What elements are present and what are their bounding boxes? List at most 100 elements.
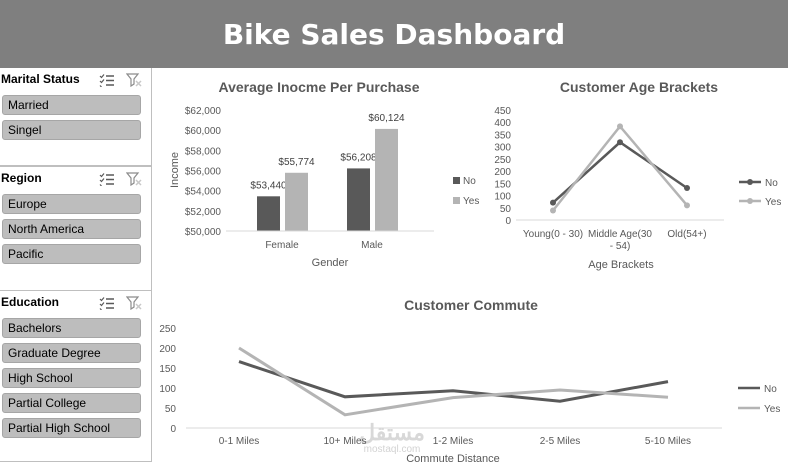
x-axis-label: Gender bbox=[312, 257, 349, 269]
slicer-title: Marital Status bbox=[1, 72, 80, 86]
x-axis-label: Commute Distance bbox=[406, 453, 500, 464]
series-line bbox=[552, 140, 688, 204]
slicer-education: Education Bachelors Graduate Degree High… bbox=[0, 290, 152, 462]
y-tick-label: $50,000 bbox=[185, 227, 222, 238]
slicer-item-partial-high-school[interactable]: Partial High School bbox=[2, 418, 141, 438]
series-line bbox=[238, 360, 669, 403]
slicer-item-bachelors[interactable]: Bachelors bbox=[2, 318, 141, 338]
data-label: $56,208 bbox=[340, 152, 377, 163]
bar bbox=[347, 168, 370, 231]
y-tick-label: 200 bbox=[159, 344, 176, 355]
x-tick-label: Middle Age(30- 54) bbox=[588, 229, 652, 252]
x-axis-label: Age Brackets bbox=[588, 259, 654, 271]
slicer-item-married[interactable]: Married bbox=[2, 95, 141, 115]
data-label: $55,774 bbox=[278, 157, 315, 168]
slicer-header: Education bbox=[0, 291, 151, 315]
multi-select-icon[interactable] bbox=[99, 172, 115, 186]
legend-swatch bbox=[453, 197, 460, 204]
watermark-brand: مستقل bbox=[359, 420, 425, 445]
income-chart: Average Inocme Per Purchase $50,000 $52,0… bbox=[169, 79, 479, 269]
clear-filter-icon[interactable] bbox=[126, 73, 142, 87]
legend-marker bbox=[747, 198, 753, 204]
commute-chart: Customer Commute 0 50 100 150 200 250 0-1 Mile… bbox=[159, 297, 780, 464]
bar bbox=[375, 128, 398, 231]
y-tick-label: 350 bbox=[494, 130, 511, 141]
chart-title: Customer Commute bbox=[404, 297, 538, 313]
series-line bbox=[552, 124, 688, 212]
legend-label: Yes bbox=[463, 196, 479, 207]
slicer-item-pacific[interactable]: Pacific bbox=[2, 244, 141, 264]
x-tick-label: Old(54+) bbox=[667, 229, 706, 240]
legend-label: Yes bbox=[764, 404, 780, 415]
bar bbox=[285, 172, 308, 231]
x-tick-label: 2-5 Miles bbox=[540, 436, 581, 447]
data-point bbox=[684, 184, 690, 191]
multi-select-icon[interactable] bbox=[99, 296, 115, 310]
y-tick-label: $56,000 bbox=[185, 167, 222, 178]
y-tick-label: 300 bbox=[494, 143, 511, 154]
slicer-marital-status: Marital Status Married Singel bbox=[0, 68, 152, 166]
y-tick-label: $62,000 bbox=[185, 106, 222, 117]
x-tick-label: 10+ Miles bbox=[323, 436, 366, 447]
dashboard-header: Bike Sales Dashboard bbox=[0, 0, 788, 68]
x-tick-label: Female bbox=[265, 240, 299, 251]
bar bbox=[257, 196, 280, 231]
y-tick-label: $60,000 bbox=[185, 126, 222, 137]
watermark-domain: mostaql.com bbox=[364, 444, 421, 455]
y-tick-label: 100 bbox=[494, 192, 511, 203]
y-tick-label: 200 bbox=[494, 167, 511, 178]
data-label: $53,440 bbox=[250, 180, 287, 191]
multi-select-icon[interactable] bbox=[99, 73, 115, 87]
y-tick-label: 450 bbox=[494, 106, 511, 117]
y-tick-label: 50 bbox=[165, 404, 177, 415]
y-tick-label: 0 bbox=[170, 424, 176, 435]
slicer-item-europe[interactable]: Europe bbox=[2, 194, 141, 214]
y-tick-label: 250 bbox=[494, 155, 511, 166]
x-tick-label: 0-1 Miles bbox=[219, 436, 260, 447]
legend-marker bbox=[747, 179, 753, 185]
y-tick-label: 50 bbox=[500, 204, 512, 215]
y-tick-label: 150 bbox=[494, 179, 511, 190]
data-label: $60,124 bbox=[368, 113, 405, 124]
clear-filter-icon[interactable] bbox=[126, 172, 142, 186]
y-axis-label: Income bbox=[169, 152, 181, 188]
legend-label: No bbox=[765, 178, 778, 189]
data-point bbox=[617, 123, 623, 130]
slicer-header: Region bbox=[0, 167, 151, 191]
slicer-title: Education bbox=[1, 295, 60, 309]
y-tick-label: $52,000 bbox=[185, 207, 222, 218]
x-tick-label: 1-2 Miles bbox=[433, 436, 474, 447]
legend-label: No bbox=[764, 384, 777, 395]
y-tick-label: $54,000 bbox=[185, 187, 222, 198]
slicer-item-partial-college[interactable]: Partial College bbox=[2, 393, 141, 413]
y-tick-label: 400 bbox=[494, 118, 511, 129]
legend-label: Yes bbox=[765, 197, 781, 208]
y-tick-label: $58,000 bbox=[185, 146, 222, 157]
legend-label: No bbox=[463, 176, 476, 187]
clear-filter-icon[interactable] bbox=[126, 296, 142, 310]
legend-swatch bbox=[453, 177, 460, 184]
series-line bbox=[238, 346, 669, 417]
slicer-item-north-america[interactable]: North America bbox=[2, 219, 141, 239]
chart-title: Customer Age Brackets bbox=[560, 79, 718, 95]
y-tick-label: 250 bbox=[159, 324, 176, 335]
data-point bbox=[550, 199, 556, 206]
y-tick-label: 0 bbox=[505, 216, 511, 227]
slicer-region: Region Europe North America Pacific bbox=[0, 166, 152, 291]
slicer-header: Marital Status bbox=[0, 68, 151, 92]
data-point bbox=[617, 139, 623, 146]
y-tick-label: 150 bbox=[159, 364, 176, 375]
slicer-item-singel[interactable]: Singel bbox=[2, 120, 141, 140]
slicer-item-graduate-degree[interactable]: Graduate Degree bbox=[2, 343, 141, 363]
chart-title: Average Inocme Per Purchase bbox=[218, 79, 419, 95]
y-tick-label: 100 bbox=[159, 384, 176, 395]
data-point bbox=[550, 207, 556, 214]
x-tick-label: Young(0 - 30) bbox=[523, 229, 583, 240]
x-tick-label: 5-10 Miles bbox=[645, 436, 691, 447]
slicer-title: Region bbox=[1, 171, 42, 185]
data-point bbox=[684, 202, 690, 209]
dashboard-title: Bike Sales Dashboard bbox=[222, 18, 566, 51]
slicer-item-high-school[interactable]: High School bbox=[2, 368, 141, 388]
